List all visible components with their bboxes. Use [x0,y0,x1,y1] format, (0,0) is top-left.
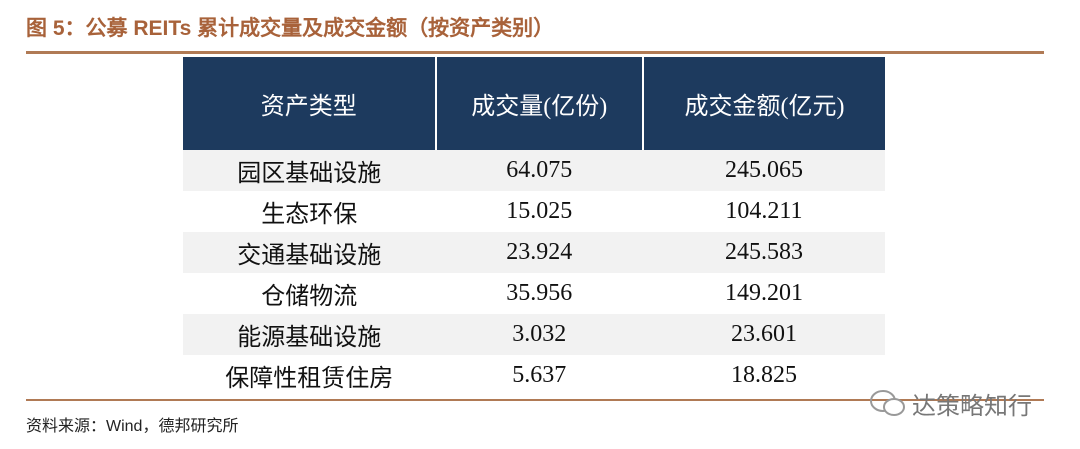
column-header: 资产类型 [183,57,436,150]
value-cell: 245.583 [642,232,885,273]
table-row: 仓储物流 35.956 149.201 [183,273,885,314]
table-row: 交通基础设施 23.924 245.583 [183,232,885,273]
value-cell: 35.956 [506,280,573,306]
asset-type-cell: 交通基础设施 [183,232,436,273]
asset-type-cell: 保障性租赁住房 [225,366,394,392]
table-row: 园区基础设施 64.075 245.065 [183,150,885,191]
asset-type-cell: 仓储物流 [261,284,358,310]
table-row: 生态环保 15.025 104.211 [183,191,885,232]
value-cell: 18.825 [730,362,797,388]
column-header: 成交金额(亿元) [641,57,885,150]
table-row: 保障性租赁住房 5.637 18.825 [183,355,885,396]
value-cell: 3.032 [435,314,643,355]
value-cell: 15.025 [506,198,573,224]
value-cell: 104.211 [725,198,803,224]
source-note: 资料来源：Wind，德邦研究所 [26,418,239,435]
watermark-icon [870,390,905,416]
value-cell: 64.075 [435,150,643,191]
data-table: 资产类型 成交量(亿份) 成交金额(亿元) 园区基础设施 64.075 245.065 生… [183,57,885,396]
column-header: 成交量(亿份) [434,57,643,150]
bottom-rule [26,399,1044,401]
value-cell: 23.601 [642,314,885,355]
table-row: 能源基础设施 3.032 23.601 [183,314,885,355]
asset-type-cell: 生态环保 [261,202,358,228]
title-rule [26,51,1044,54]
value-cell: 23.924 [435,232,643,273]
value-cell: 245.065 [642,150,885,191]
value-cell: 5.637 [512,362,567,388]
value-cell: 149.201 [724,280,803,306]
header-row: 资产类型 成交量(亿份) 成交金额(亿元) [183,57,885,150]
watermark: 达策略知行 [912,393,1032,420]
asset-type-cell: 能源基础设施 [183,314,436,355]
asset-type-cell: 园区基础设施 [183,150,436,191]
table-body: 园区基础设施 64.075 245.065 生态环保 15.025 104.211 交通基础… [183,150,885,396]
figure-title: 图 5：公募 REITs 累计成交量及成交金额（按资产类别） [26,17,555,40]
